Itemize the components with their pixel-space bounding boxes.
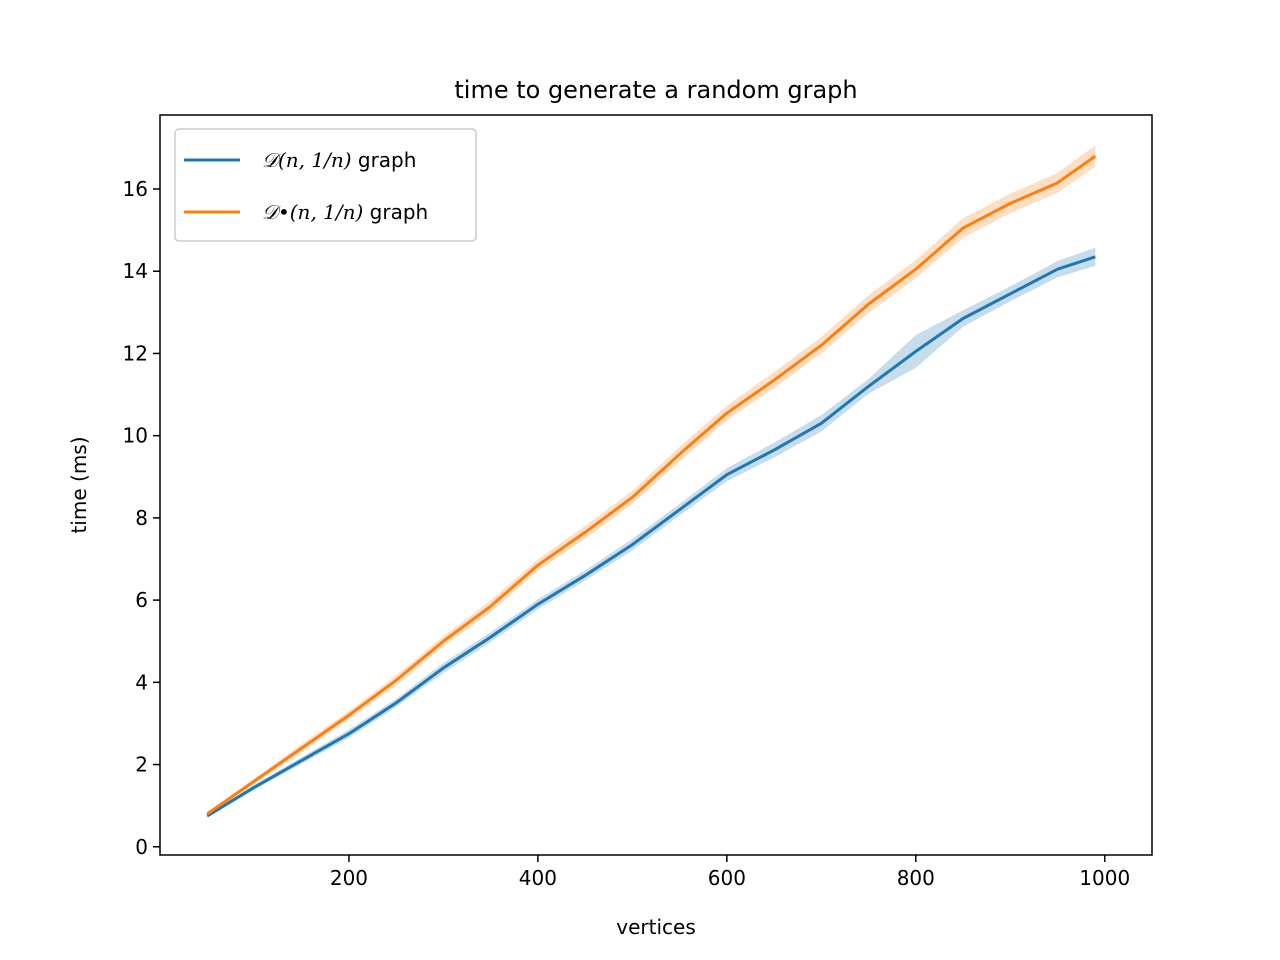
series-1-line xyxy=(206,154,1097,816)
y-tick-label: 14 xyxy=(123,259,148,283)
series-0-confidence-band xyxy=(207,247,1096,818)
y-axis-label: time (ms) xyxy=(67,436,91,533)
y-tick-label: 0 xyxy=(135,835,148,859)
y-tick-label: 6 xyxy=(135,588,148,612)
legend-suffix-1: graph xyxy=(363,200,428,224)
y-tick-label: 2 xyxy=(135,753,148,777)
y-tick-label: 8 xyxy=(135,506,148,530)
x-axis-label: vertices xyxy=(616,915,695,939)
legend-box xyxy=(174,128,477,242)
y-tick-label: 10 xyxy=(123,424,148,448)
x-tick-label: 400 xyxy=(519,866,557,890)
axes-frame xyxy=(159,114,1153,856)
y-tick-label: 16 xyxy=(123,177,148,201)
x-tick-label: 600 xyxy=(708,866,746,890)
x-tick-label: 1000 xyxy=(1079,866,1130,890)
series-0-line xyxy=(206,255,1096,818)
plot-area xyxy=(206,145,1097,818)
legend-label-1: 𝒟•(n, 1/n) graph xyxy=(262,200,428,224)
legend-math-0: 𝒟(n, 1/n) xyxy=(262,148,352,172)
y-tick-label: 4 xyxy=(135,670,148,694)
legend-suffix-0: graph xyxy=(352,148,417,172)
axis-ticks: 200 400 600 800 1000 0 2 4 6 8 10 12 14 16 xyxy=(123,177,1131,890)
x-tick-label: 200 xyxy=(330,866,368,890)
y-tick-label: 12 xyxy=(123,341,148,365)
legend-label-0: 𝒟(n, 1/n) graph xyxy=(262,148,416,172)
legend-math-1: 𝒟•(n, 1/n) xyxy=(262,200,363,224)
x-tick-label: 800 xyxy=(897,866,935,890)
chart-title: time to generate a random graph xyxy=(454,76,857,104)
